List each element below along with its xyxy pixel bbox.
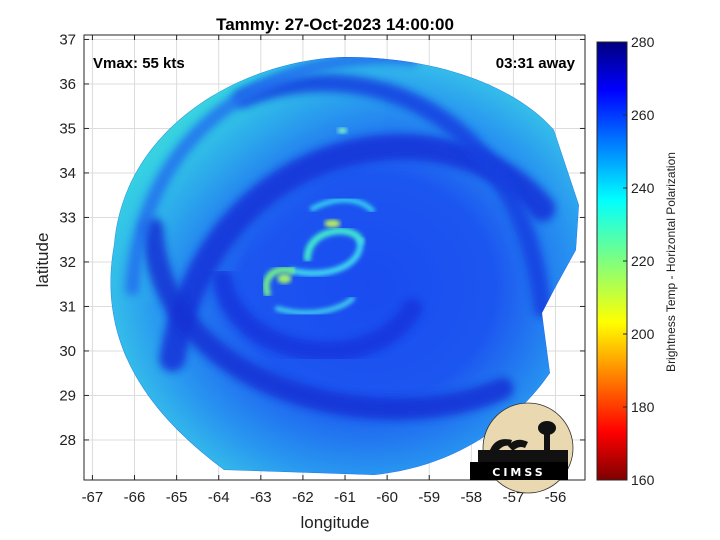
brightness-temperature-swath bbox=[110, 57, 579, 475]
colorbar-tick-label: 180 bbox=[631, 399, 655, 415]
vmax-annotation: Vmax: 55 kts bbox=[93, 55, 185, 72]
rain-band bbox=[233, 74, 552, 318]
y-axis-label: latitude bbox=[33, 233, 52, 288]
warm-spot bbox=[337, 127, 348, 134]
colorbar-tick-label: 260 bbox=[631, 107, 655, 123]
colorbar-tick-label: 160 bbox=[631, 472, 655, 488]
x-tick-label: -62 bbox=[292, 489, 314, 506]
warm-spot bbox=[277, 273, 292, 284]
eyewall-band bbox=[309, 197, 375, 214]
logo-tower-tank bbox=[538, 421, 556, 435]
colorbar-tick-label: 220 bbox=[631, 253, 655, 269]
y-tick-label: 30 bbox=[59, 343, 76, 360]
x-axis-ticks: -67 -66 -65 -64 -63 -62 -61 -60 -59 -58 -57 -56 bbox=[82, 35, 567, 506]
rain-band bbox=[141, 217, 514, 420]
x-tick-label: -65 bbox=[166, 489, 188, 506]
colorbar-ticks: 160 180 200 220 240 260 280 bbox=[623, 34, 655, 488]
y-tick-label: 35 bbox=[59, 120, 76, 137]
y-axis-ticks: 28 29 30 31 32 33 34 35 36 37 bbox=[59, 31, 585, 449]
y-tick-label: 32 bbox=[59, 254, 76, 271]
logo-text: CIMSS bbox=[492, 466, 545, 479]
logo-tower-body bbox=[544, 426, 550, 466]
y-tick-label: 29 bbox=[59, 387, 76, 404]
x-tick-label: -57 bbox=[503, 489, 525, 506]
colorbar bbox=[596, 41, 628, 481]
x-tick-label: -63 bbox=[250, 489, 272, 506]
x-tick-label: -60 bbox=[376, 489, 398, 506]
y-tick-label: 36 bbox=[59, 76, 76, 93]
y-tick-label: 33 bbox=[59, 209, 76, 226]
colorbar-tick-label: 240 bbox=[631, 180, 655, 196]
x-tick-label: -58 bbox=[460, 489, 482, 506]
eyewall-band bbox=[303, 227, 364, 263]
plot-frame bbox=[83, 34, 586, 481]
x-tick-label: -67 bbox=[82, 489, 104, 506]
time-away-annotation: 03:31 away bbox=[496, 55, 576, 72]
x-tick-label: -56 bbox=[545, 489, 567, 506]
rain-band bbox=[212, 268, 423, 362]
x-tick-label: -64 bbox=[208, 489, 230, 506]
eyewall-band bbox=[262, 266, 296, 298]
y-tick-label: 28 bbox=[59, 432, 76, 449]
y-tick-label: 37 bbox=[59, 31, 76, 48]
colorbar-tick-label: 200 bbox=[631, 326, 655, 342]
warm-spot bbox=[324, 219, 341, 228]
x-tick-label: -66 bbox=[124, 489, 146, 506]
x-tick-label: -61 bbox=[334, 489, 356, 506]
rain-band bbox=[125, 57, 420, 296]
colorbar-tick-label: 280 bbox=[631, 34, 655, 50]
cimss-logo: CIMSS bbox=[470, 402, 574, 494]
eyewall-band bbox=[289, 237, 364, 277]
chart-title: Tammy: 27-Oct-2023 14:00:00 bbox=[216, 15, 454, 34]
x-axis-label: longitude bbox=[300, 513, 369, 532]
y-tick-label: 31 bbox=[59, 298, 76, 315]
x-tick-label: -59 bbox=[418, 489, 440, 506]
colorbar-label: Brightness Temp - Horizontal Polarizatio… bbox=[664, 152, 678, 372]
y-tick-label: 34 bbox=[59, 165, 76, 182]
swath-edge bbox=[110, 57, 579, 475]
eyewall-band bbox=[274, 296, 355, 316]
logo-base bbox=[470, 462, 568, 480]
logo-dish-2 bbox=[508, 439, 528, 451]
